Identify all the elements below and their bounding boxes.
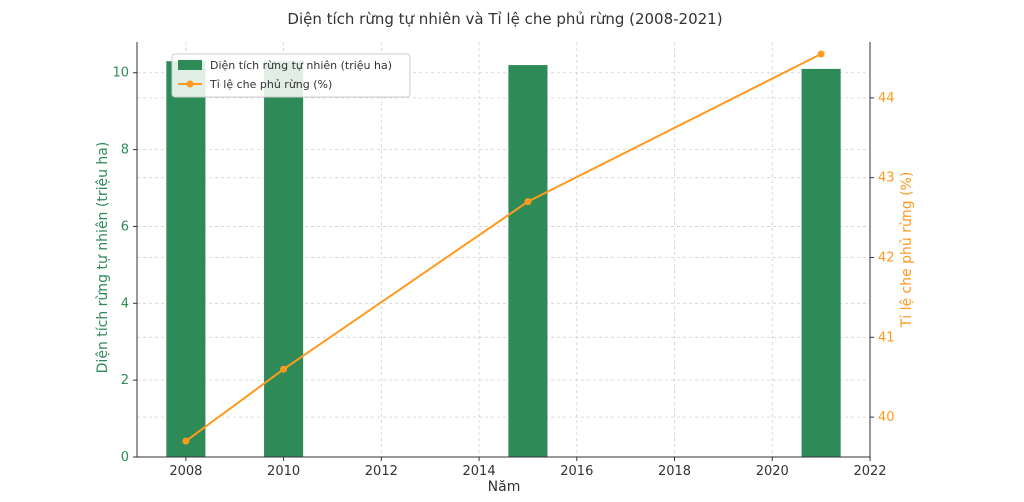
x-tick-label: 2020 [756,464,789,479]
bar-2010 [264,61,304,458]
legend-line-marker [186,80,194,88]
line-point-2008 [182,437,190,445]
x-tick-label: 2016 [560,464,593,479]
x-tick-label: 2014 [463,464,496,479]
bar-2015 [508,65,548,458]
grid-layer [137,42,871,458]
y-right-tick-label: 40 [878,410,895,425]
y-axis-left-label: Diện tích rừng tự nhiên (triệu ha) [95,142,111,374]
coverage-line [185,53,822,442]
legend-line-label: Tỉ lệ che phủ rừng (%) [209,78,332,91]
bar-2008 [166,61,206,458]
x-axis-label: Năm [488,479,521,495]
legend: Diện tích rừng tự nhiên (triệu ha) Tỉ lệ… [171,53,411,98]
x-tick-label: 2022 [853,464,886,479]
y-right-tick-label: 43 [878,171,895,186]
x-tick-label: 2012 [365,464,398,479]
y-left-tick-label: 10 [112,66,129,81]
y-left-tick-label: 8 [121,143,129,158]
axes-layer: 2008 2010 2012 2014 2016 2018 2020 2022 0 2 4 6 8 10 4… [112,42,895,479]
legend-box [171,53,411,98]
line-point-2021 [817,50,825,58]
legend-bar-label: Diện tích rừng tự nhiên (triệu ha) [210,59,392,72]
y-left-tick-label: 4 [121,296,129,311]
y-left-tick-label: 0 [121,450,129,465]
y-right-tick-label: 44 [878,91,895,106]
chart-title: Diện tích rừng tự nhiên và Tỉ lệ che phủ… [287,10,722,28]
line-point-2015 [524,198,532,206]
line-point-2010 [280,365,288,373]
line-layer [182,50,825,445]
y-right-tick-label: 41 [878,330,895,345]
bar-2021 [801,68,841,458]
y-axis-right-label: Tỉ lệ che phủ rừng (%) [899,172,915,329]
y-left-tick-label: 2 [121,373,129,388]
y-right-tick-label: 42 [878,250,895,265]
x-tick-label: 2010 [267,464,300,479]
y-left-tick-label: 6 [121,219,129,234]
bars-layer [166,61,841,458]
x-tick-label: 2018 [658,464,691,479]
x-tick-label: 2008 [169,464,202,479]
legend-bar-swatch [178,60,202,70]
